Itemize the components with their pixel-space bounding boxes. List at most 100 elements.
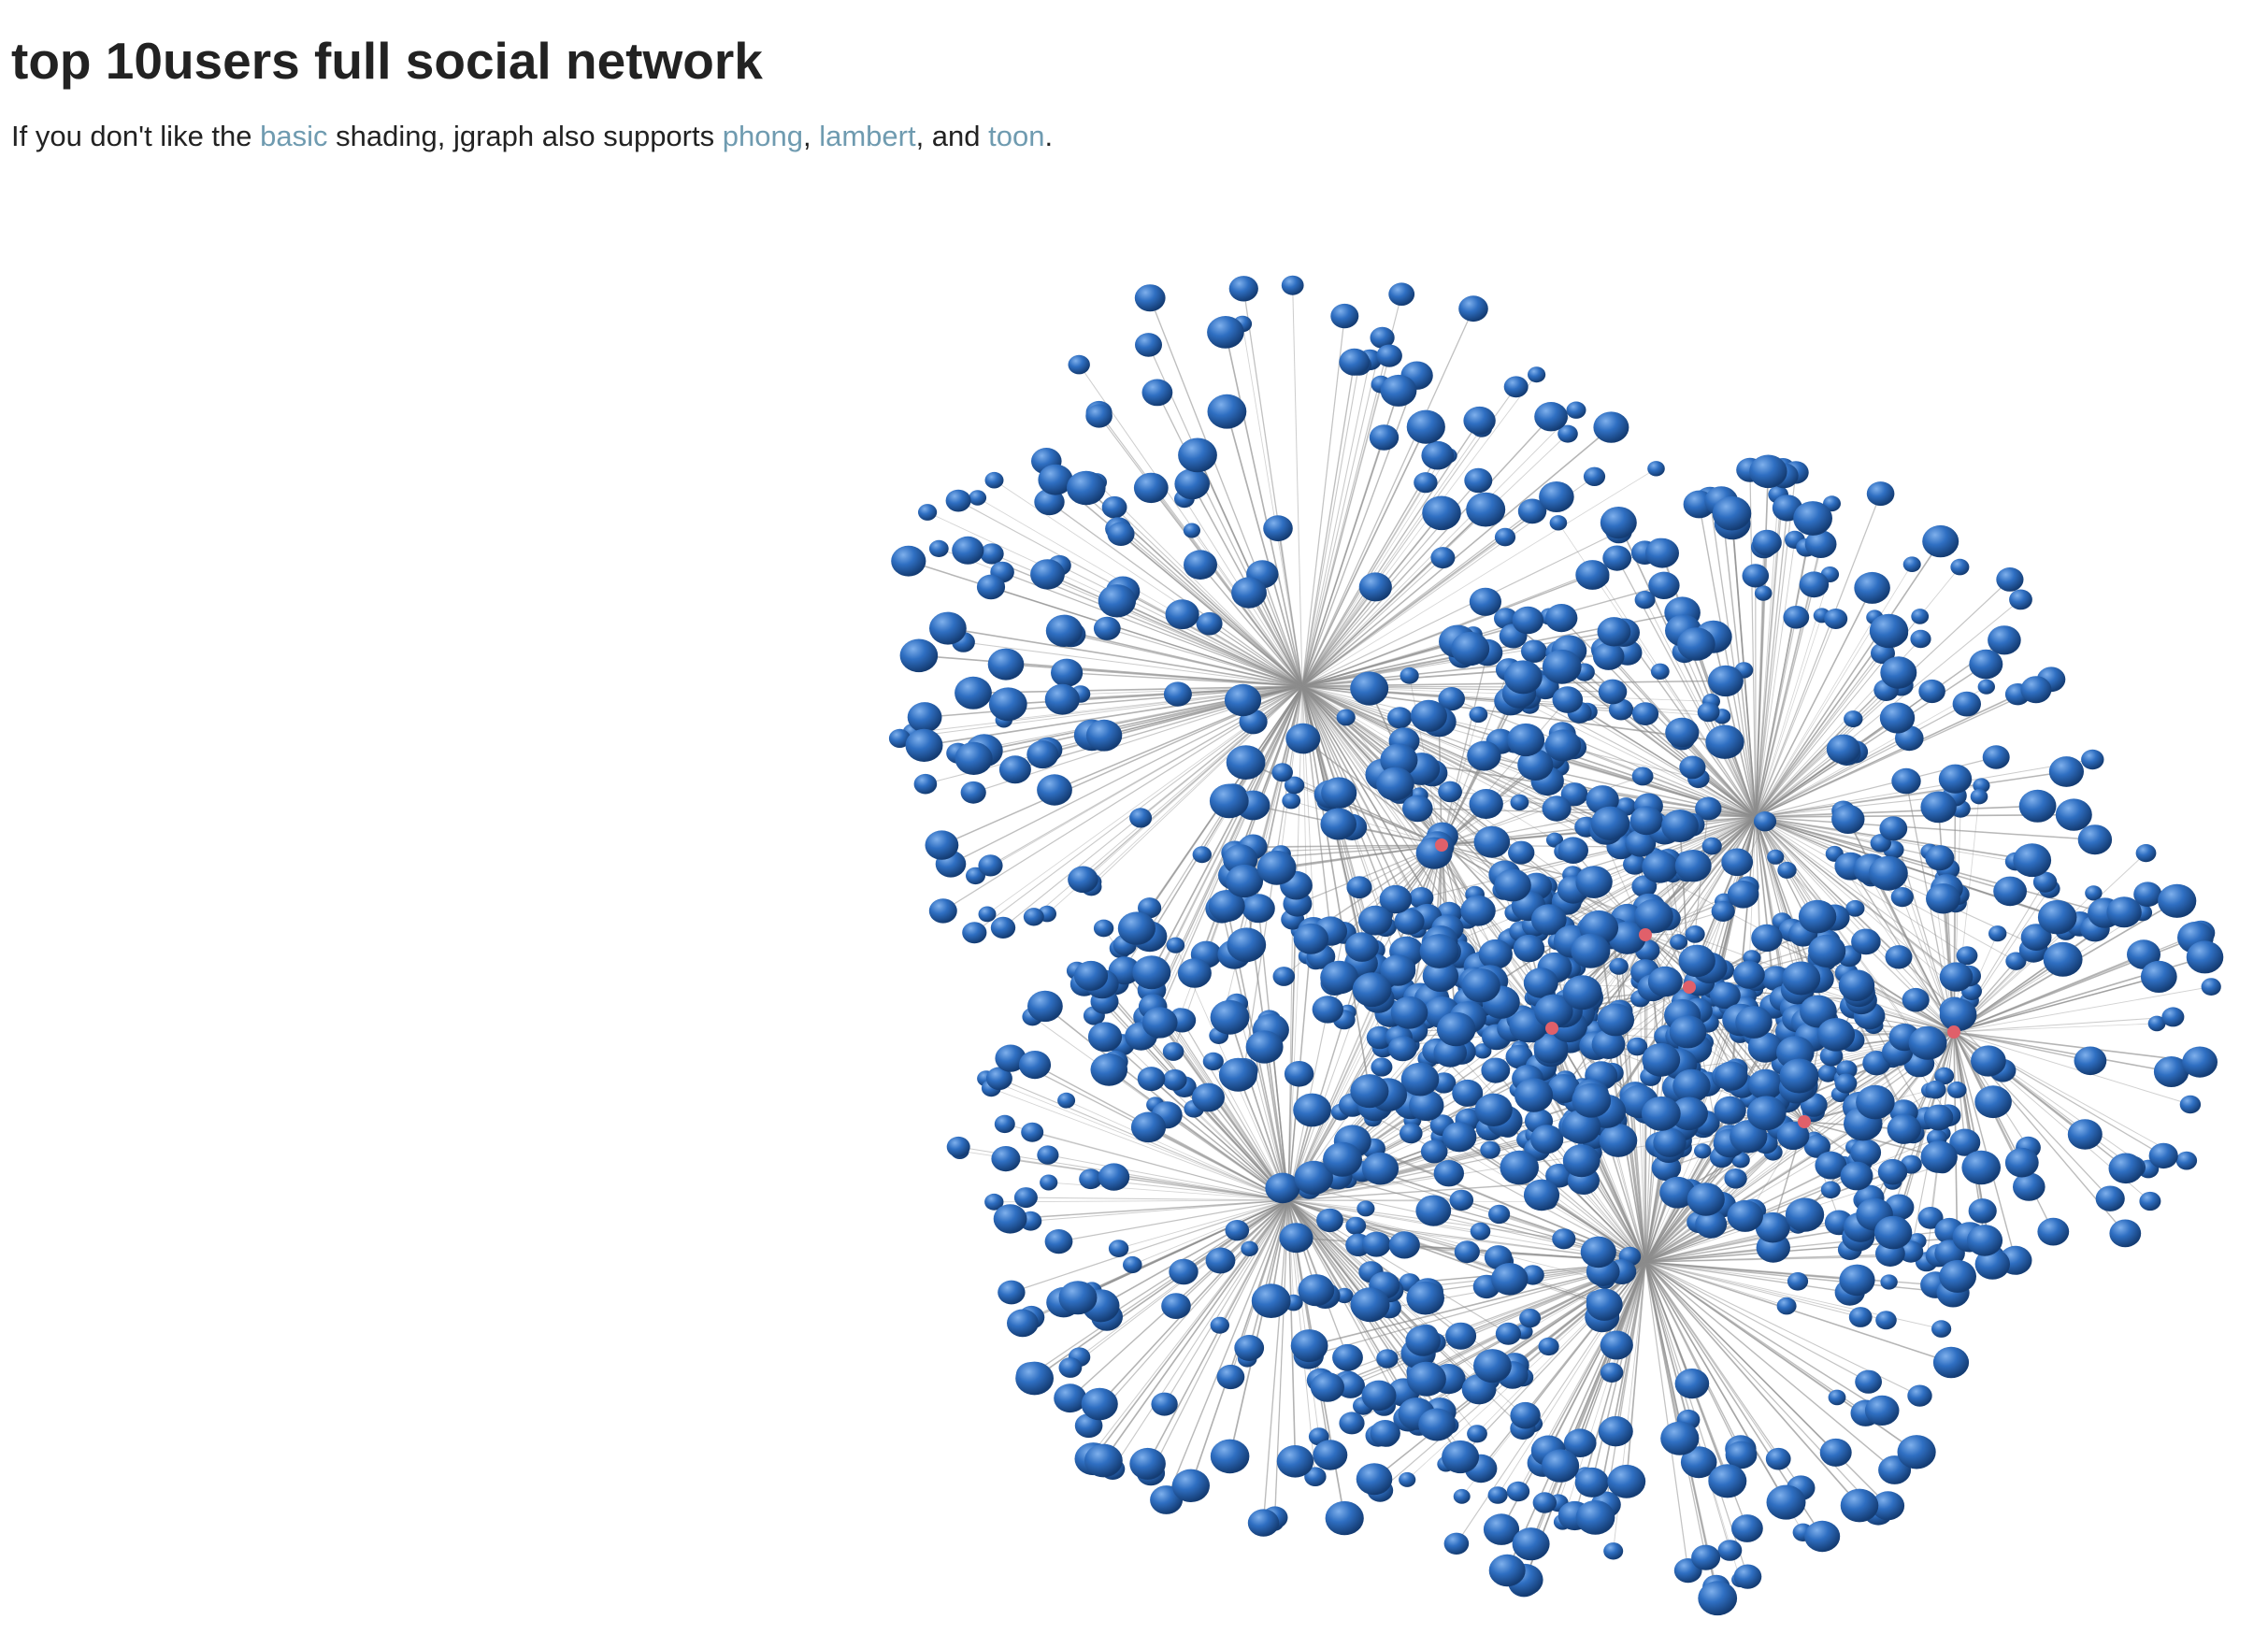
user-node[interactable] (1358, 905, 1393, 936)
user-node[interactable] (1285, 723, 1321, 754)
user-node[interactable] (1279, 1223, 1313, 1254)
user-node[interactable] (1931, 1320, 1952, 1338)
user-node[interactable] (2161, 1007, 2185, 1027)
user-node[interactable] (1293, 923, 1329, 954)
user-node[interactable] (2135, 844, 2157, 863)
user-node[interactable] (1390, 996, 1428, 1029)
user-node[interactable] (1521, 639, 1547, 663)
user-node[interactable] (1470, 1222, 1491, 1240)
user-node[interactable] (1952, 691, 1981, 717)
user-node[interactable] (1098, 1163, 1130, 1191)
user-node[interactable] (1415, 1195, 1452, 1226)
user-node[interactable] (1680, 1446, 1717, 1479)
user-node[interactable] (1920, 791, 1957, 824)
user-node[interactable] (1765, 1447, 1791, 1470)
user-node[interactable] (2074, 1046, 2107, 1076)
user-node[interactable] (1321, 777, 1357, 809)
user-node[interactable] (2175, 1151, 2198, 1170)
user-node[interactable] (1711, 900, 1735, 923)
user-node[interactable] (1366, 1025, 1393, 1050)
user-node[interactable] (1557, 837, 1588, 864)
user-node[interactable] (1420, 1140, 1448, 1164)
user-node[interactable] (1346, 876, 1372, 899)
user-node[interactable] (1202, 1052, 1224, 1071)
user-node[interactable] (1054, 1383, 1087, 1413)
user-node[interactable] (1735, 1006, 1773, 1039)
user-node[interactable] (888, 728, 911, 749)
user-node[interactable] (1848, 1307, 1873, 1327)
user-node[interactable] (1352, 972, 1392, 1008)
user-node[interactable] (1961, 1150, 2001, 1185)
user-node[interactable] (1754, 585, 1773, 601)
user-node[interactable] (1132, 955, 1171, 990)
user-node[interactable] (1081, 1387, 1118, 1421)
user-node[interactable] (1361, 1152, 1400, 1185)
user-node[interactable] (1271, 763, 1293, 782)
user-node[interactable] (1474, 1093, 1513, 1126)
user-node[interactable] (1141, 1007, 1178, 1039)
user-node[interactable] (1840, 1161, 1873, 1191)
user-node[interactable] (2004, 1147, 2039, 1178)
user-node[interactable] (1045, 614, 1083, 647)
user-node[interactable] (990, 916, 1016, 939)
user-node[interactable] (2085, 885, 2103, 901)
user-node[interactable] (1225, 1220, 1250, 1241)
user-node[interactable] (1733, 960, 1765, 989)
user-node[interactable] (1629, 806, 1663, 836)
user-node[interactable] (1272, 967, 1296, 986)
user-node[interactable] (1458, 295, 1488, 322)
user-node[interactable] (978, 906, 997, 923)
hub-node[interactable] (1639, 928, 1652, 941)
user-node[interactable] (1350, 1287, 1390, 1323)
user-node[interactable] (1400, 666, 1419, 684)
user-node[interactable] (1600, 1362, 1624, 1383)
user-node[interactable] (1335, 1287, 1354, 1304)
user-node[interactable] (1460, 895, 1496, 926)
user-node[interactable] (1165, 599, 1199, 630)
user-node[interactable] (1330, 303, 1359, 329)
user-node[interactable] (1534, 402, 1568, 432)
user-node[interactable] (1538, 1337, 1559, 1356)
user-node[interactable] (1350, 1074, 1389, 1109)
user-node[interactable] (925, 830, 959, 860)
user-node[interactable] (1067, 470, 1106, 506)
user-node[interactable] (1661, 810, 1699, 842)
user-node[interactable] (899, 638, 939, 673)
user-node[interactable] (962, 922, 987, 944)
user-node[interactable] (1192, 1082, 1225, 1112)
user-node[interactable] (1376, 767, 1414, 801)
user-node[interactable] (1068, 354, 1090, 375)
user-node[interactable] (1380, 374, 1417, 407)
user-node[interactable] (1013, 1187, 1038, 1209)
user-node[interactable] (1058, 1281, 1098, 1315)
user-node[interactable] (2077, 824, 2113, 855)
user-node[interactable] (1715, 1061, 1748, 1091)
user-node[interactable] (1290, 1329, 1328, 1363)
user-node[interactable] (1920, 1140, 1958, 1173)
user-node[interactable] (1776, 1121, 1810, 1151)
user-node[interactable] (955, 676, 992, 710)
user-node[interactable] (1422, 495, 1461, 531)
user-node[interactable] (1674, 850, 1712, 882)
user-node[interactable] (1488, 1554, 1526, 1587)
user-node[interactable] (1939, 962, 1974, 992)
user-node[interactable] (1256, 850, 1297, 885)
user-node[interactable] (1445, 1322, 1477, 1350)
user-node[interactable] (1838, 969, 1875, 1001)
user-node[interactable] (1563, 1428, 1597, 1457)
user-node[interactable] (960, 781, 986, 804)
user-node[interactable] (1575, 1500, 1615, 1535)
user-node[interactable] (907, 702, 942, 733)
user-node[interactable] (1251, 1283, 1291, 1318)
user-node[interactable] (1653, 1127, 1687, 1157)
user-node[interactable] (1068, 866, 1098, 894)
user-node[interactable] (1350, 671, 1389, 706)
user-node[interactable] (1174, 468, 1210, 500)
user-node[interactable] (1057, 1092, 1076, 1109)
user-node[interactable] (1879, 702, 1916, 734)
user-node[interactable] (2139, 1191, 2161, 1211)
user-node[interactable] (1566, 401, 1586, 419)
user-node[interactable] (1665, 717, 1700, 748)
user-node[interactable] (1345, 1216, 1367, 1235)
user-node[interactable] (994, 1114, 1015, 1134)
